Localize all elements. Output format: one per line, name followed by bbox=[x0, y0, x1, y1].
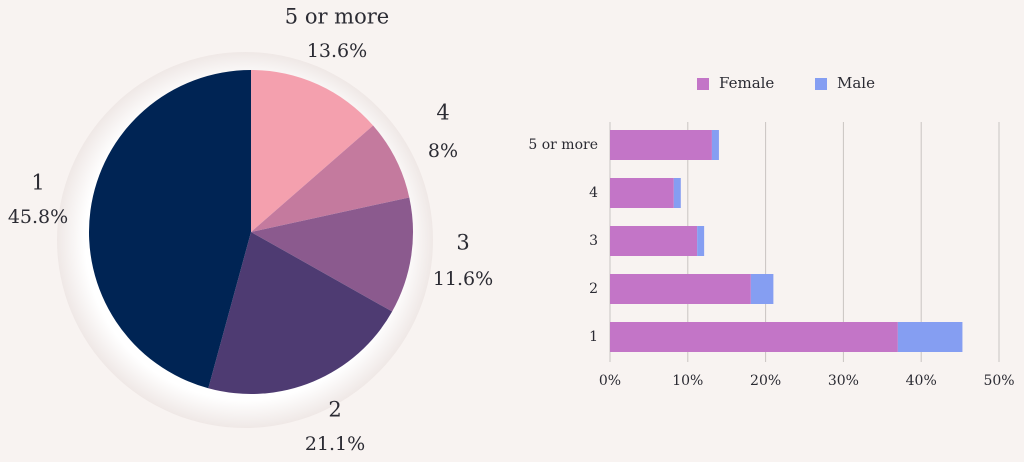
pie-category-label: 2 bbox=[328, 398, 341, 422]
x-tick-label: 40% bbox=[906, 373, 937, 389]
x-tick-label: 10% bbox=[672, 373, 703, 389]
pie-labels: 5 or more 13.6% 4 8% 3 11.6% 2 21.1% 1 45.8% bbox=[8, 5, 493, 456]
legend-swatch-female bbox=[697, 78, 709, 90]
y-category-label: 2 bbox=[589, 281, 598, 297]
bar-male-5-or-more bbox=[711, 130, 719, 160]
bar-bars bbox=[610, 130, 963, 352]
x-tick-label: 0% bbox=[599, 373, 621, 389]
bar-female-2 bbox=[610, 274, 751, 304]
bar-legend: Female Male bbox=[697, 74, 875, 92]
pie-slice-2 bbox=[208, 232, 393, 395]
pie-slice-4 bbox=[251, 125, 410, 232]
y-category-label: 1 bbox=[589, 329, 598, 345]
pie-category-label: 3 bbox=[456, 231, 469, 255]
bar-female-4 bbox=[610, 178, 674, 208]
bar-male-3 bbox=[697, 226, 705, 256]
bar-category-labels: 5 or more 4 3 2 1 bbox=[528, 137, 598, 345]
pie-value-label: 13.6% bbox=[307, 40, 367, 62]
pie-slices bbox=[88, 69, 414, 395]
pie-value-label: 11.6% bbox=[433, 268, 493, 290]
bar-tick-labels: 0% 10% 20% 30% 40% 50% bbox=[599, 373, 1015, 389]
pie-slice-3 bbox=[251, 197, 414, 312]
legend-label-female: Female bbox=[719, 74, 774, 92]
bar-male-4 bbox=[673, 178, 681, 208]
y-category-label: 4 bbox=[589, 185, 598, 201]
x-tick-label: 50% bbox=[983, 373, 1014, 389]
pie-value-label: 45.8% bbox=[8, 206, 68, 228]
y-category-label: 5 or more bbox=[528, 137, 598, 153]
pie-category-label: 4 bbox=[436, 101, 449, 125]
pie-category-label: 5 or more bbox=[285, 5, 389, 29]
bar-female-5-or-more bbox=[610, 130, 712, 160]
pie-category-label: 1 bbox=[31, 171, 44, 195]
bar-female-3 bbox=[610, 226, 698, 256]
x-tick-label: 30% bbox=[828, 373, 859, 389]
y-category-label: 3 bbox=[589, 233, 598, 249]
bar-female-1 bbox=[610, 322, 898, 352]
legend-swatch-male bbox=[815, 78, 827, 90]
pie-slice-1 bbox=[88, 69, 251, 389]
pie-value-label: 8% bbox=[428, 140, 458, 162]
legend-label-male: Male bbox=[837, 74, 875, 92]
bar-male-1 bbox=[897, 322, 963, 352]
pie-slice-5-or-more bbox=[251, 70, 374, 232]
pie-value-label: 21.1% bbox=[305, 433, 365, 455]
bar-male-2 bbox=[750, 274, 774, 304]
x-tick-label: 20% bbox=[750, 373, 781, 389]
